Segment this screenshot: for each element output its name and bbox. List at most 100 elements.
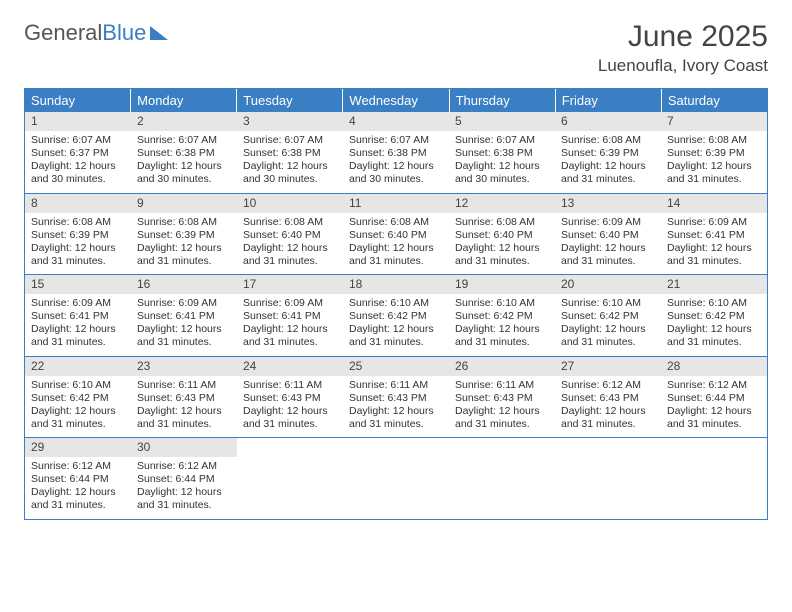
sunrise-text: Sunrise: 6:09 AM [243,297,337,310]
weeks-container: 1Sunrise: 6:07 AMSunset: 6:37 PMDaylight… [25,112,767,520]
daylight-text: Daylight: 12 hours and 31 minutes. [349,323,443,349]
day-body: Sunrise: 6:09 AMSunset: 6:40 PMDaylight:… [555,213,661,275]
day-number: 1 [25,112,131,131]
sunrise-text: Sunrise: 6:10 AM [561,297,655,310]
day-body: Sunrise: 6:08 AMSunset: 6:40 PMDaylight:… [237,213,343,275]
daylight-text: Daylight: 12 hours and 31 minutes. [349,242,443,268]
daylight-text: Daylight: 12 hours and 31 minutes. [667,160,761,186]
day-body: Sunrise: 6:08 AMSunset: 6:39 PMDaylight:… [555,131,661,193]
daylight-text: Daylight: 12 hours and 31 minutes. [137,242,231,268]
day-number: 11 [343,194,449,213]
day-cell: 16Sunrise: 6:09 AMSunset: 6:41 PMDayligh… [131,275,237,356]
day-body: Sunrise: 6:10 AMSunset: 6:42 PMDaylight:… [25,376,131,438]
day-number: 5 [449,112,555,131]
daylight-text: Daylight: 12 hours and 31 minutes. [31,486,125,512]
day-cell: 21Sunrise: 6:10 AMSunset: 6:42 PMDayligh… [661,275,767,356]
sunset-text: Sunset: 6:42 PM [349,310,443,323]
day-number: 12 [449,194,555,213]
sunrise-text: Sunrise: 6:08 AM [137,216,231,229]
day-number: 22 [25,357,131,376]
day-cell [237,438,343,519]
day-cell: 24Sunrise: 6:11 AMSunset: 6:43 PMDayligh… [237,357,343,438]
day-cell: 17Sunrise: 6:09 AMSunset: 6:41 PMDayligh… [237,275,343,356]
day-body: Sunrise: 6:08 AMSunset: 6:39 PMDaylight:… [25,213,131,275]
sunset-text: Sunset: 6:38 PM [243,147,337,160]
day-cell: 14Sunrise: 6:09 AMSunset: 6:41 PMDayligh… [661,194,767,275]
sunset-text: Sunset: 6:37 PM [31,147,125,160]
sunset-text: Sunset: 6:44 PM [667,392,761,405]
day-cell: 10Sunrise: 6:08 AMSunset: 6:40 PMDayligh… [237,194,343,275]
day-body: Sunrise: 6:12 AMSunset: 6:44 PMDaylight:… [131,457,237,519]
sunrise-text: Sunrise: 6:07 AM [243,134,337,147]
header: GeneralBlue June 2025 Luenoufla, Ivory C… [24,20,768,76]
day-cell [449,438,555,519]
day-body: Sunrise: 6:07 AMSunset: 6:38 PMDaylight:… [343,131,449,193]
daylight-text: Daylight: 12 hours and 31 minutes. [243,242,337,268]
sunset-text: Sunset: 6:40 PM [561,229,655,242]
daylight-text: Daylight: 12 hours and 31 minutes. [137,323,231,349]
calendar-grid: Sunday Monday Tuesday Wednesday Thursday… [24,88,768,520]
day-body: Sunrise: 6:11 AMSunset: 6:43 PMDaylight:… [343,376,449,438]
day-number: 21 [661,275,767,294]
day-number: 24 [237,357,343,376]
daylight-text: Daylight: 12 hours and 30 minutes. [31,160,125,186]
sunset-text: Sunset: 6:43 PM [243,392,337,405]
sunset-text: Sunset: 6:40 PM [243,229,337,242]
logo-triangle-icon [150,26,168,40]
dayhead-tue: Tuesday [237,89,343,112]
sunset-text: Sunset: 6:40 PM [455,229,549,242]
day-number: 23 [131,357,237,376]
day-number: 6 [555,112,661,131]
day-body: Sunrise: 6:09 AMSunset: 6:41 PMDaylight:… [25,294,131,356]
day-body: Sunrise: 6:10 AMSunset: 6:42 PMDaylight:… [343,294,449,356]
sunset-text: Sunset: 6:42 PM [667,310,761,323]
day-body: Sunrise: 6:12 AMSunset: 6:43 PMDaylight:… [555,376,661,438]
day-number: 27 [555,357,661,376]
day-cell [343,438,449,519]
sunset-text: Sunset: 6:43 PM [349,392,443,405]
day-body: Sunrise: 6:09 AMSunset: 6:41 PMDaylight:… [131,294,237,356]
dayhead-fri: Friday [556,89,662,112]
sunset-text: Sunset: 6:41 PM [137,310,231,323]
daylight-text: Daylight: 12 hours and 31 minutes. [137,486,231,512]
day-cell: 2Sunrise: 6:07 AMSunset: 6:38 PMDaylight… [131,112,237,193]
sunset-text: Sunset: 6:39 PM [137,229,231,242]
dayhead-wed: Wednesday [343,89,449,112]
sunrise-text: Sunrise: 6:07 AM [31,134,125,147]
daylight-text: Daylight: 12 hours and 31 minutes. [349,405,443,431]
dayhead-thu: Thursday [450,89,556,112]
sunrise-text: Sunrise: 6:07 AM [137,134,231,147]
day-cell: 20Sunrise: 6:10 AMSunset: 6:42 PMDayligh… [555,275,661,356]
day-number: 13 [555,194,661,213]
sunrise-text: Sunrise: 6:07 AM [455,134,549,147]
day-body: Sunrise: 6:12 AMSunset: 6:44 PMDaylight:… [25,457,131,519]
day-number: 20 [555,275,661,294]
day-number: 19 [449,275,555,294]
day-number: 25 [343,357,449,376]
week-row: 1Sunrise: 6:07 AMSunset: 6:37 PMDaylight… [25,112,767,194]
sunrise-text: Sunrise: 6:10 AM [667,297,761,310]
dayhead-sun: Sunday [25,89,131,112]
daylight-text: Daylight: 12 hours and 31 minutes. [243,323,337,349]
sunset-text: Sunset: 6:39 PM [31,229,125,242]
day-cell: 11Sunrise: 6:08 AMSunset: 6:40 PMDayligh… [343,194,449,275]
day-cell: 22Sunrise: 6:10 AMSunset: 6:42 PMDayligh… [25,357,131,438]
day-cell: 29Sunrise: 6:12 AMSunset: 6:44 PMDayligh… [25,438,131,519]
sunset-text: Sunset: 6:42 PM [31,392,125,405]
daylight-text: Daylight: 12 hours and 30 minutes. [137,160,231,186]
day-cell: 19Sunrise: 6:10 AMSunset: 6:42 PMDayligh… [449,275,555,356]
day-number: 26 [449,357,555,376]
sunrise-text: Sunrise: 6:08 AM [667,134,761,147]
day-body: Sunrise: 6:10 AMSunset: 6:42 PMDaylight:… [449,294,555,356]
sunrise-text: Sunrise: 6:08 AM [243,216,337,229]
sunrise-text: Sunrise: 6:12 AM [667,379,761,392]
day-cell: 4Sunrise: 6:07 AMSunset: 6:38 PMDaylight… [343,112,449,193]
day-body: Sunrise: 6:11 AMSunset: 6:43 PMDaylight:… [449,376,555,438]
day-cell: 18Sunrise: 6:10 AMSunset: 6:42 PMDayligh… [343,275,449,356]
sunrise-text: Sunrise: 6:12 AM [137,460,231,473]
day-body: Sunrise: 6:11 AMSunset: 6:43 PMDaylight:… [237,376,343,438]
day-number: 4 [343,112,449,131]
logo: GeneralBlue [24,20,168,46]
sunset-text: Sunset: 6:41 PM [667,229,761,242]
day-number: 15 [25,275,131,294]
